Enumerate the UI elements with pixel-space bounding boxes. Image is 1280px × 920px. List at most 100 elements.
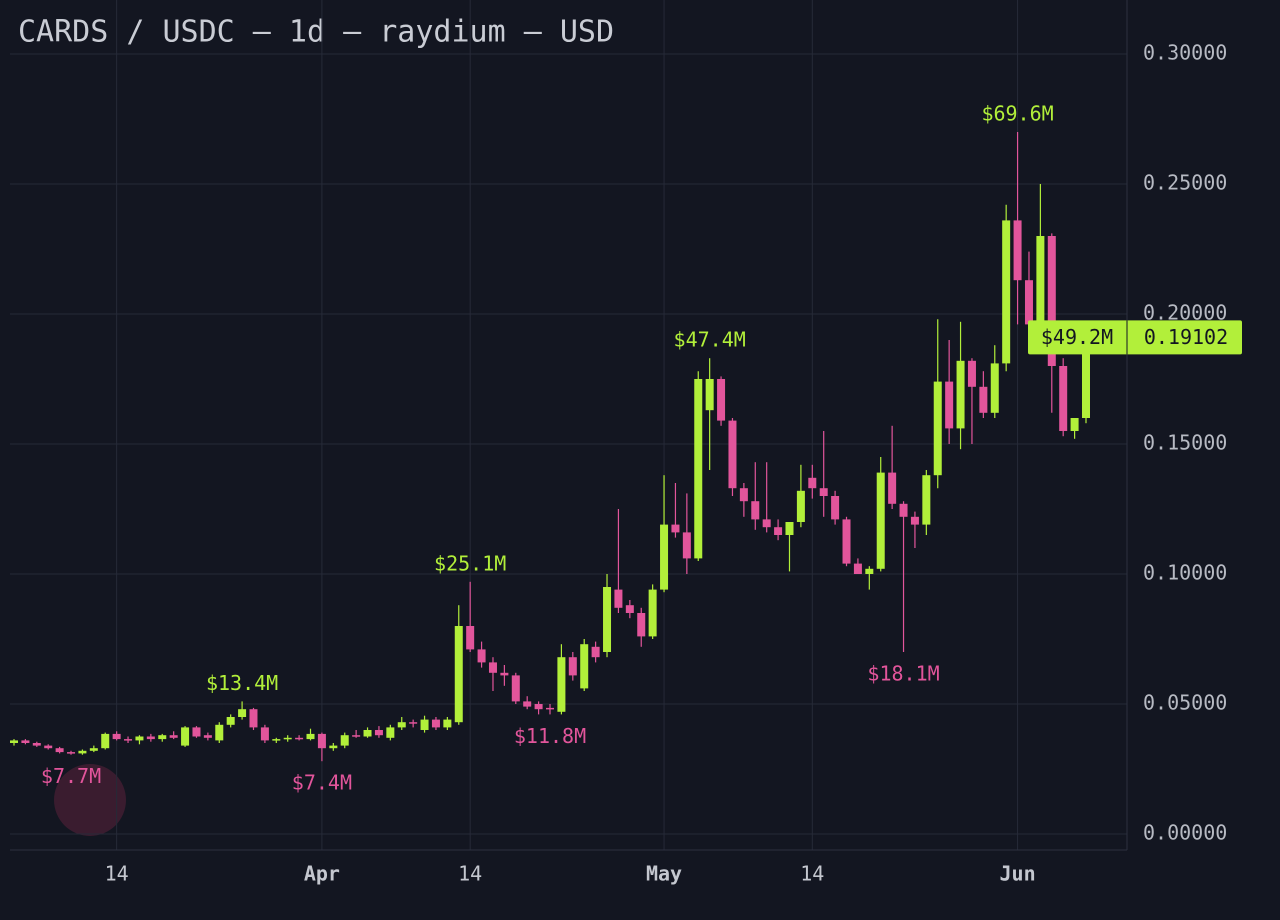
- candle-body: [1059, 366, 1068, 431]
- candle-body: [694, 379, 703, 559]
- volume-annotation: $11.8M: [514, 724, 586, 748]
- candle-body: [443, 719, 452, 728]
- candle-body: [945, 381, 954, 429]
- volume-annotation: $25.1M: [434, 551, 506, 575]
- x-tick-label: 14: [458, 862, 482, 886]
- candle-body: [876, 472, 885, 569]
- candle-body: [169, 735, 178, 738]
- candle-body: [1070, 418, 1079, 431]
- candle-body: [967, 360, 976, 387]
- candle-body: [488, 662, 497, 673]
- last-volume: $49.2M: [1041, 325, 1113, 349]
- candle-body: [203, 735, 212, 738]
- candle-body: [272, 739, 281, 741]
- candle-body: [89, 748, 98, 751]
- volume-annotation: $7.4M: [292, 771, 352, 795]
- chart-title: CARDS / USDC — 1d — raydium — USD: [18, 15, 614, 50]
- candle-body: [580, 644, 589, 689]
- candle-body: [511, 675, 520, 702]
- candle-body: [500, 672, 509, 676]
- candle-body: [238, 709, 247, 717]
- candle-body: [1013, 220, 1022, 281]
- candle-body: [124, 739, 133, 741]
- candle-body: [55, 748, 64, 753]
- candle-body: [682, 532, 691, 559]
- candle-body: [1024, 280, 1033, 325]
- candle-body: [10, 740, 18, 743]
- volume-annotation: $69.6M: [981, 102, 1053, 126]
- candle-body: [67, 752, 76, 754]
- candle-body: [340, 735, 349, 746]
- candle-body: [306, 733, 315, 740]
- candle-body: [796, 490, 805, 522]
- candle-body: [568, 657, 577, 676]
- candle-body: [842, 519, 851, 564]
- candle-body: [215, 724, 224, 741]
- candle-body: [762, 519, 771, 528]
- candle-body: [728, 420, 737, 489]
- candle-body: [146, 736, 155, 740]
- candle-body: [112, 733, 121, 740]
- y-tick-label: 0.05000: [1143, 691, 1227, 715]
- candle-body: [329, 745, 338, 749]
- candle-body: [808, 477, 817, 489]
- candle-body: [534, 704, 543, 710]
- y-tick-label: 0.10000: [1143, 561, 1227, 585]
- x-tick-label: 14: [105, 862, 129, 886]
- candle-body: [78, 750, 87, 754]
- candle-body: [158, 735, 167, 740]
- candle-body: [1036, 236, 1045, 325]
- candle-body: [363, 730, 372, 737]
- candle-body: [317, 733, 326, 749]
- x-tick-label: Apr: [304, 862, 340, 886]
- candle-body: [671, 524, 680, 533]
- candle-body: [1047, 236, 1056, 366]
- y-tick-label: 0.25000: [1143, 171, 1227, 195]
- candle-body: [717, 379, 726, 421]
- candle-body: [603, 587, 612, 652]
- candle-body: [32, 743, 41, 746]
- candle-body: [44, 745, 53, 749]
- candle-body: [192, 727, 201, 737]
- candle-body: [705, 379, 714, 411]
- volume-annotation: $7.7M: [41, 764, 101, 788]
- candle-body: [409, 722, 418, 724]
- x-tick-label: May: [646, 862, 682, 886]
- candle-body: [226, 717, 235, 725]
- candle-body: [135, 736, 144, 741]
- candle-body: [466, 626, 475, 650]
- candle-body: [420, 719, 429, 730]
- candle-body: [739, 488, 748, 502]
- candle-body: [979, 386, 988, 413]
- candle-body: [614, 589, 623, 608]
- candle-body: [21, 740, 30, 743]
- candle-body: [933, 381, 942, 476]
- candle-body: [922, 475, 931, 525]
- x-tick-label: 14: [800, 862, 824, 886]
- candle-body: [181, 727, 190, 746]
- candle-body: [352, 735, 361, 737]
- candle-body: [546, 707, 554, 710]
- volume-annotation: $13.4M: [206, 671, 278, 695]
- candle-body: [660, 524, 669, 590]
- candle-body: [260, 727, 269, 741]
- candle-body: [888, 472, 897, 504]
- candle-body: [283, 737, 292, 740]
- candle-body: [431, 719, 440, 728]
- candle-body: [831, 496, 840, 520]
- candle-body: [853, 563, 862, 574]
- last-price: 0.19102: [1144, 325, 1228, 349]
- y-tick-label: 0.30000: [1143, 41, 1227, 65]
- candle-body: [397, 722, 406, 728]
- candle-body: [557, 657, 566, 712]
- candle-body: [386, 727, 395, 738]
- x-tick-label: Jun: [1000, 862, 1036, 886]
- volume-annotation: $47.4M: [674, 328, 746, 352]
- y-tick-label: 0.15000: [1143, 431, 1227, 455]
- y-tick-label: 0.00000: [1143, 821, 1227, 845]
- candle-body: [374, 730, 383, 736]
- candle-body: [625, 605, 634, 613]
- candle-body: [101, 733, 110, 749]
